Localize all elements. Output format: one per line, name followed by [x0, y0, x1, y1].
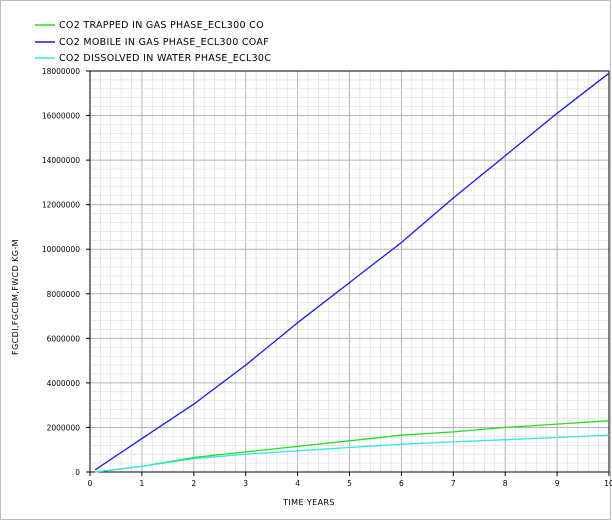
y-tick-label: 0 [75, 468, 80, 477]
x-tick-label: 10 [604, 479, 612, 488]
series-line-mobile [94, 72, 610, 471]
x-tick-label: 0 [88, 479, 93, 488]
x-axis-title: TIME YEARS [282, 498, 335, 507]
y-tick-label: 12000000 [42, 201, 80, 210]
y-tick-label: 8000000 [47, 290, 81, 299]
axes [86, 70, 610, 476]
grid [90, 71, 609, 472]
x-tick-label: 1 [140, 479, 145, 488]
legend: CO2 TRAPPED IN GAS PHASE_ECL300 CO CO2 M… [35, 20, 271, 64]
y-tick-label: 16000000 [42, 112, 80, 121]
x-tick-label: 6 [399, 479, 404, 488]
y-tick-label: 18000000 [42, 67, 80, 76]
x-tick-label: 5 [347, 479, 352, 488]
legend-label-trapped: CO2 TRAPPED IN GAS PHASE_ECL300 CO [59, 20, 264, 31]
y-tick-label: 2000000 [47, 423, 81, 432]
y-axis-title: FGCDI,FGCDM,FWCD KG-M [11, 239, 20, 355]
tick-labels: 0 1 2 3 4 5 6 7 8 9 10 0 2000000 4000000 6000000 800000… [42, 67, 612, 488]
legend-label-dissolved: CO2 DISSOLVED IN WATER PHASE_ECL30C [59, 53, 271, 64]
x-tick-label: 7 [451, 479, 456, 488]
y-tick-label: 14000000 [42, 156, 80, 165]
x-tick-label: 4 [295, 479, 300, 488]
y-tick-label: 4000000 [47, 379, 81, 388]
x-tick-label: 9 [555, 479, 560, 488]
x-tick-label: 8 [503, 479, 508, 488]
legend-label-mobile: CO2 MOBILE IN GAS PHASE_ECL300 COAF [59, 37, 269, 48]
series-lines [94, 72, 610, 473]
y-tick-label: 6000000 [47, 334, 81, 343]
series-line-trapped [95, 420, 610, 473]
series-line-dissolved [95, 434, 610, 473]
x-tick-label: 3 [243, 479, 248, 488]
x-tick-label: 2 [191, 479, 196, 488]
y-tick-label: 10000000 [42, 245, 80, 254]
